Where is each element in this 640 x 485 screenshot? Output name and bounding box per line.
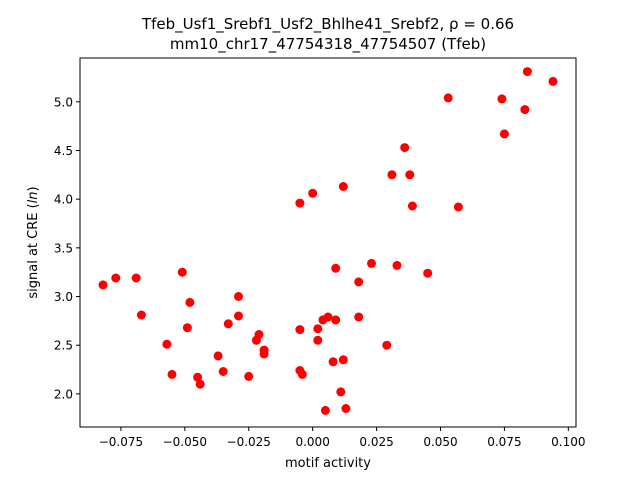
y-tick-label-5: 4.5	[54, 144, 73, 158]
data-point-47	[423, 268, 433, 278]
data-point-8	[185, 297, 195, 307]
data-point-40	[367, 258, 376, 268]
data-point-13	[223, 319, 233, 329]
y-tick-label-2: 3.0	[54, 290, 73, 304]
data-point-7	[182, 323, 192, 333]
data-point-12	[218, 367, 228, 376]
data-point-5	[167, 369, 177, 379]
y-tick-label-0: 2.0	[54, 387, 73, 401]
data-point-9	[193, 372, 203, 382]
data-point-50	[497, 94, 507, 104]
y-axis-label-italic: ln	[26, 191, 41, 203]
chart-title-line1: Tfeb_Usf1_Srebf1_Usf2_Bhlhe41_Srebf2, ρ …	[141, 15, 514, 34]
data-point-26	[313, 324, 323, 334]
data-point-32	[331, 315, 341, 325]
data-point-22	[295, 325, 305, 335]
data-point-35	[338, 182, 348, 191]
data-point-43	[392, 260, 402, 270]
data-point-49	[453, 202, 463, 212]
data-point-46	[407, 201, 417, 211]
data-point-15	[234, 311, 243, 321]
data-points	[98, 67, 558, 415]
x-axis-label: motif activity	[285, 456, 371, 471]
data-point-52	[520, 105, 530, 115]
x-tick-label-3: 0.000	[295, 435, 329, 449]
data-point-0	[98, 280, 108, 290]
data-point-30	[323, 312, 333, 322]
data-point-37	[341, 404, 351, 413]
data-point-54	[548, 76, 558, 86]
data-point-38	[354, 277, 364, 287]
data-point-27	[313, 335, 323, 345]
data-point-16	[244, 371, 254, 381]
plot-area-frame	[79, 57, 577, 428]
data-point-31	[328, 357, 338, 367]
data-point-45	[405, 170, 415, 180]
data-point-42	[387, 170, 397, 180]
data-point-6	[177, 267, 187, 277]
y-tick-label-3: 3.5	[54, 241, 73, 255]
y-axis-label: signal at CRE (ln)	[26, 186, 41, 298]
data-point-34	[336, 387, 346, 397]
x-tick-label-2: −0.025	[227, 435, 271, 449]
data-point-29	[320, 405, 330, 415]
chart-title-line2: mm10_chr17_47754318_47754507 (Tfeb)	[170, 35, 486, 54]
x-tick-label-6: 0.075	[487, 435, 521, 449]
data-point-53	[522, 67, 532, 77]
data-point-25	[308, 188, 318, 198]
data-point-18	[254, 330, 264, 339]
data-point-39	[354, 312, 364, 322]
data-point-33	[331, 263, 341, 273]
y-axis-label-prefix: signal at CRE (	[26, 203, 41, 298]
data-point-20	[259, 345, 269, 355]
y-tick-label-4: 4.0	[54, 193, 73, 207]
data-point-2	[131, 273, 141, 283]
data-point-14	[234, 292, 243, 301]
data-point-3	[136, 310, 146, 320]
x-tick-label-5: 0.050	[423, 435, 457, 449]
data-point-4	[162, 339, 172, 349]
x-tick-label-1: −0.050	[163, 435, 207, 449]
data-point-36	[338, 355, 348, 365]
x-tick-label-0: −0.075	[99, 435, 143, 449]
data-point-24	[297, 369, 307, 379]
data-point-48	[443, 93, 453, 103]
data-point-21	[295, 198, 305, 208]
x-axis-ticks: −0.075 −0.050 −0.025 0.000 0.025 0.050 0.075 0.…	[99, 427, 586, 449]
y-tick-label-6: 5.0	[54, 95, 73, 109]
data-point-44	[400, 143, 410, 153]
y-axis-ticks: 2.0 2.5 3.0 3.5 4.0 4.5 5.0	[54, 95, 80, 401]
x-tick-label-4: 0.025	[359, 435, 393, 449]
data-point-1	[111, 273, 121, 283]
data-point-10	[195, 379, 205, 389]
data-point-51	[499, 129, 509, 139]
x-tick-label-7: 0.100	[551, 435, 585, 449]
y-tick-label-1: 2.5	[54, 339, 73, 353]
data-point-41	[382, 340, 392, 350]
y-axis-label-suffix: )	[26, 186, 41, 191]
data-point-11	[213, 351, 223, 361]
